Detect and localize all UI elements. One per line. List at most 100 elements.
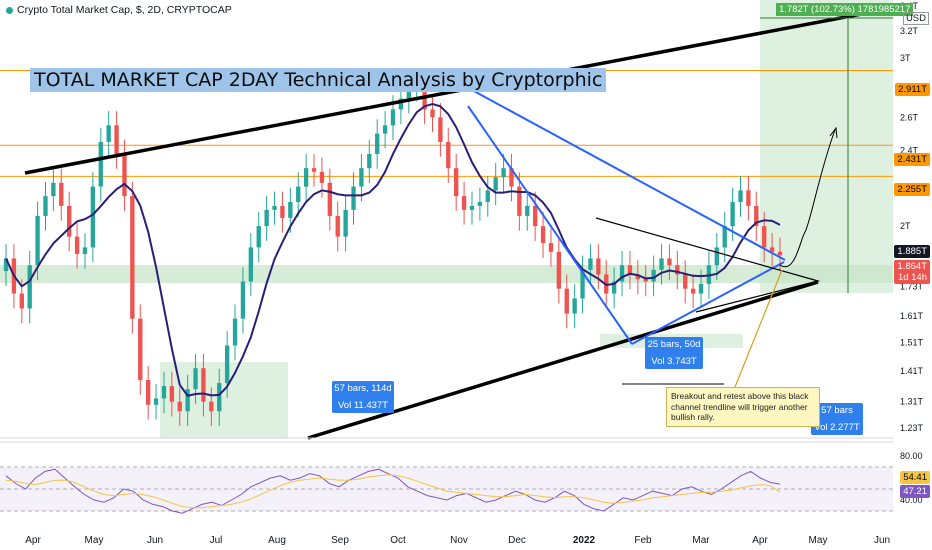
x-tick-label: May <box>85 535 104 546</box>
candle-body <box>201 368 206 402</box>
rsi-tag-ma: 47.21 <box>900 485 930 498</box>
candle-body <box>698 283 704 294</box>
range-callout-2-bars: 25 bars, 50d <box>647 339 701 350</box>
range-callout-1-vol: Vol 11.437T <box>337 400 388 411</box>
candle-body <box>675 265 680 275</box>
candle-body <box>153 398 159 405</box>
candle-body <box>351 186 356 210</box>
candle-body <box>469 205 475 210</box>
candle-body <box>390 109 396 126</box>
candle-body <box>288 201 293 218</box>
candle-body <box>27 265 32 309</box>
price-tag-level-1: 2.911T <box>895 83 930 96</box>
price-tag-level-3: 2.255T <box>894 183 930 196</box>
candle-body <box>730 201 735 227</box>
range-callout-3-vol: Vol 2.277T <box>814 422 860 433</box>
candle-body <box>130 196 135 319</box>
candle-body <box>122 153 127 197</box>
target-zone <box>760 0 893 293</box>
rsi-ma-line <box>5 474 781 509</box>
candle-body <box>532 205 538 227</box>
candle-body <box>461 196 467 210</box>
candle-body <box>382 125 388 134</box>
y-tick-label: 3.2T <box>900 26 919 36</box>
candle-body <box>477 201 483 206</box>
candle-body <box>683 274 688 289</box>
candle-body <box>177 401 182 412</box>
x-tick-label: Sep <box>331 535 349 546</box>
candle-body <box>335 215 340 237</box>
candle-body <box>509 168 514 187</box>
chart-title: Crypto Total Market Cap, $, 2D, CRYPTOCA… <box>17 4 232 16</box>
status-dot-icon <box>6 6 13 14</box>
x-tick-label: Feb <box>634 535 652 546</box>
candle-body <box>74 236 80 255</box>
candle-body <box>690 288 696 294</box>
candle-body <box>90 186 96 248</box>
candle-body <box>280 205 285 218</box>
x-tick-label: Apr <box>752 535 768 546</box>
triangle-pattern <box>595 217 821 313</box>
candle-body <box>303 168 309 187</box>
accumulation-zone <box>160 362 288 438</box>
candle-body <box>627 265 633 275</box>
rsi-tick-label: 80.00 <box>900 451 923 461</box>
candle-body <box>493 177 498 191</box>
candle-body <box>564 288 569 314</box>
y-tick-label: 1.23T <box>900 423 924 433</box>
candle-body <box>525 205 530 216</box>
candle-body <box>232 318 238 346</box>
note-pointer-line <box>732 269 783 393</box>
candle-body <box>659 258 664 270</box>
candle-body <box>722 226 727 248</box>
range-callout-1-bars: 57 bars, 114d <box>334 383 392 394</box>
x-tick-label: Jul <box>210 535 223 546</box>
moving-average-line <box>5 103 781 397</box>
x-tick-label: Jun <box>874 535 890 546</box>
y-tick-label: 3T <box>900 53 911 63</box>
range-callout-1: 57 bars, 114d Vol 11.437T <box>332 381 394 413</box>
candle-body <box>619 265 625 282</box>
candle-body <box>240 281 246 319</box>
candle-body <box>98 141 103 187</box>
candle-body <box>762 226 767 248</box>
candle-body <box>777 251 783 256</box>
rsi-tick-label: 40.00 <box>900 495 923 505</box>
candle-body <box>256 226 261 248</box>
candle-body <box>19 293 24 309</box>
y-tick-label: 2.4T <box>900 146 919 156</box>
candle-body <box>82 247 88 255</box>
candle-body <box>145 380 151 405</box>
rsi-tag-value: 54.41 <box>900 471 930 484</box>
candle-body <box>185 389 190 412</box>
x-tick-label: May <box>809 535 828 546</box>
candle-body <box>114 125 119 154</box>
candle-body <box>51 182 56 197</box>
price-tag-level-2: 2.431T <box>894 153 930 166</box>
candle-body <box>406 86 411 99</box>
currency-badge[interactable]: USD <box>902 12 929 25</box>
range-callout-2-vol: Vol 3.743T <box>651 356 697 367</box>
x-tick-label: Aug <box>268 535 286 546</box>
range-callout-2: 25 bars, 50d Vol 3.743T <box>645 337 703 369</box>
candle-body <box>67 205 72 237</box>
candle-body <box>611 281 617 294</box>
rsi-line <box>5 468 781 514</box>
candle-body <box>438 117 443 142</box>
y-tick-label: 1.41T <box>900 366 924 376</box>
y-tick-label: 1.31T <box>900 397 924 407</box>
y-tick-label: 1.51T <box>900 338 924 348</box>
candle-body <box>446 141 451 169</box>
candle-body <box>667 258 672 266</box>
candle-body <box>367 153 372 169</box>
x-tick-label: Apr <box>25 535 41 546</box>
downtrend-line-lower <box>467 105 633 345</box>
candle-body <box>485 190 490 202</box>
candle-body <box>540 226 546 244</box>
price-tag-current-value: 1.864T <box>897 261 927 272</box>
candle-body <box>3 258 9 272</box>
candle-body <box>501 168 506 178</box>
candle-body <box>359 168 364 187</box>
candle-body <box>106 125 111 142</box>
candle-body <box>556 251 562 289</box>
